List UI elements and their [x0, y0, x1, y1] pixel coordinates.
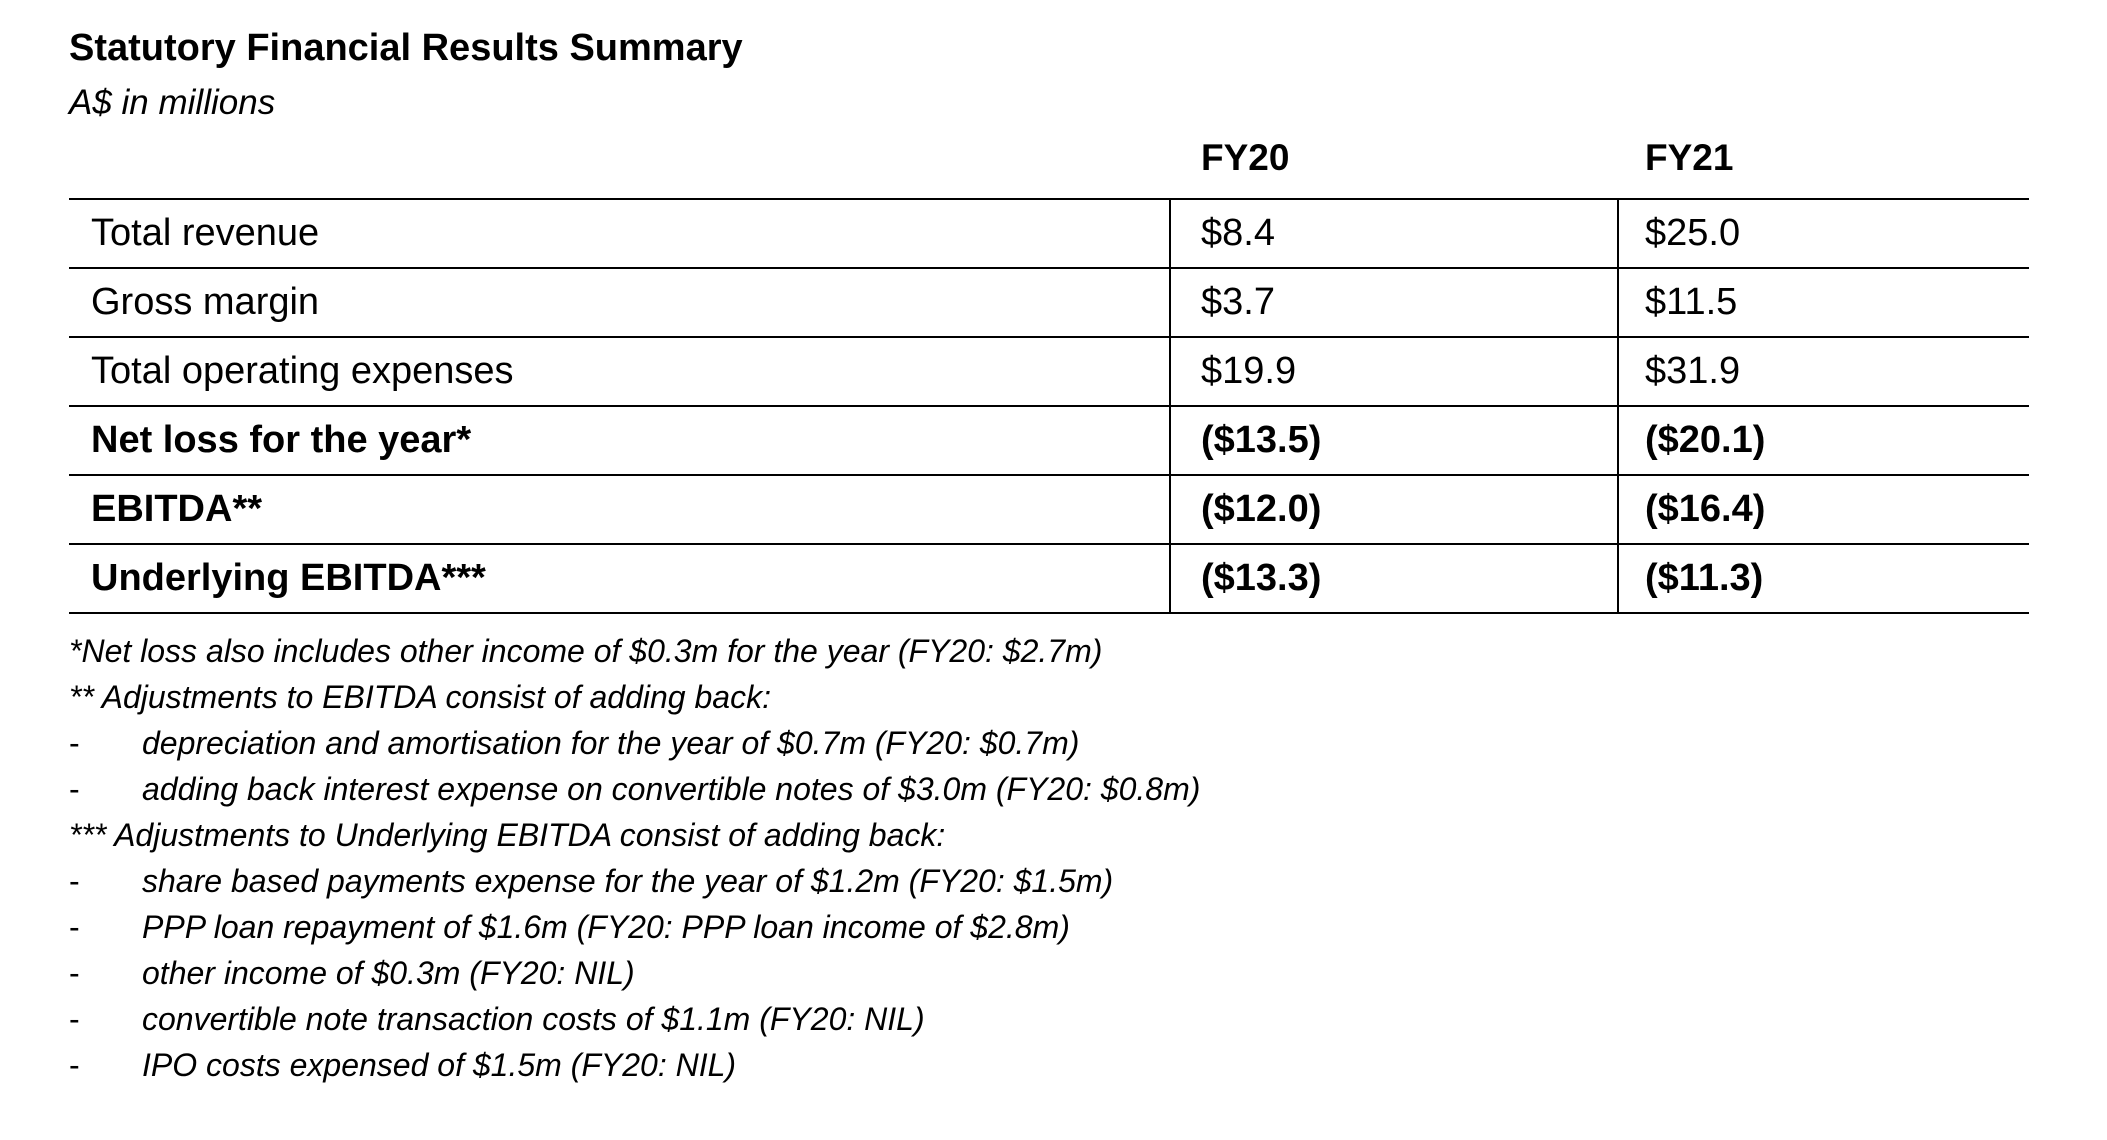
footnote-list-item: - IPO costs expensed of $1.5m (FY20: NIL…	[69, 1042, 2029, 1088]
fy21-value: ($16.4)	[1645, 488, 1766, 530]
fy20-value: $3.7	[1201, 281, 1275, 323]
column-divider	[1617, 407, 1619, 474]
dash-bullet: -	[69, 909, 80, 945]
footnote-item-text: adding back interest expense on converti…	[142, 771, 1201, 807]
dash-bullet: -	[69, 771, 80, 807]
table-row-gross-margin: Gross margin $3.7 $11.5	[69, 269, 2029, 338]
column-divider	[1617, 545, 1619, 612]
footnote-item-text: depreciation and amortisation for the ye…	[142, 725, 1080, 761]
column-divider	[1169, 545, 1171, 612]
row-label: Gross margin	[91, 281, 320, 323]
column-divider	[1169, 269, 1171, 336]
column-divider	[1617, 476, 1619, 543]
column-header-fy20: FY20	[1201, 137, 1290, 178]
page-subtitle: A$ in millions	[69, 83, 276, 122]
footnote-item-text: convertible note transaction costs of $1…	[142, 1001, 925, 1037]
fy20-value: ($12.0)	[1201, 488, 1322, 530]
fy20-value: ($13.3)	[1201, 557, 1322, 599]
column-divider	[1617, 269, 1619, 336]
fy21-value: $11.5	[1645, 281, 1738, 323]
footnote-net-loss: *Net loss also includes other income of …	[69, 633, 1103, 669]
fy21-value: ($11.3)	[1645, 557, 1764, 599]
footnote-item-text: PPP loan repayment of $1.6m (FY20: PPP l…	[142, 909, 1070, 945]
page-title: Statutory Financial Results Summary	[69, 27, 743, 69]
column-divider	[1617, 200, 1619, 267]
footnote-list-item: - share based payments expense for the y…	[69, 858, 2029, 904]
footnote-list-item: - depreciation and amortisation for the …	[69, 720, 2029, 766]
footnote-list-item: - convertible note transaction costs of …	[69, 996, 2029, 1042]
dash-bullet: -	[69, 725, 80, 761]
footnote-list-item: - adding back interest expense on conver…	[69, 766, 2029, 812]
column-divider	[1617, 338, 1619, 405]
table-row-ebitda: EBITDA** ($12.0) ($16.4)	[69, 476, 2029, 545]
table-row-underlying-ebitda: Underlying EBITDA*** ($13.3) ($11.3)	[69, 545, 2029, 614]
column-divider	[1169, 407, 1171, 474]
column-divider	[1169, 476, 1171, 543]
table-row-total-revenue: Total revenue $8.4 $25.0	[69, 200, 2029, 269]
footnote-list-item: - other income of $0.3m (FY20: NIL)	[69, 950, 2029, 996]
fy20-value: $19.9	[1201, 350, 1297, 392]
footnote-list-item: - PPP loan repayment of $1.6m (FY20: PPP…	[69, 904, 2029, 950]
row-label: Underlying EBITDA***	[91, 557, 486, 599]
footnote-underlying-heading: *** Adjustments to Underlying EBITDA con…	[69, 817, 946, 853]
fy20-value: $8.4	[1201, 212, 1275, 254]
fy20-value: ($13.5)	[1201, 419, 1322, 461]
footnote-ebitda-heading: ** Adjustments to EBITDA consist of addi…	[69, 679, 771, 715]
column-divider	[1169, 338, 1171, 405]
dash-bullet: -	[69, 1001, 80, 1037]
table-row-total-operating-expenses: Total operating expenses $19.9 $31.9	[69, 338, 2029, 407]
dash-bullet: -	[69, 1047, 80, 1083]
column-header-fy21: FY21	[1645, 137, 1734, 178]
dash-bullet: -	[69, 955, 80, 991]
fy21-value: $25.0	[1645, 212, 1741, 254]
row-label: Total operating expenses	[91, 350, 514, 392]
row-label: EBITDA**	[91, 488, 263, 530]
row-label: Net loss for the year*	[91, 419, 472, 461]
fy21-value: $31.9	[1645, 350, 1741, 392]
row-label: Total revenue	[91, 212, 320, 254]
table-row-net-loss: Net loss for the year* ($13.5) ($20.1)	[69, 407, 2029, 476]
financial-summary-table: Total revenue $8.4 $25.0 Gross margin $3…	[69, 198, 2029, 614]
dash-bullet: -	[69, 863, 80, 899]
column-divider	[1169, 200, 1171, 267]
fy21-value: ($20.1)	[1645, 419, 1766, 461]
footnote-item-text: other income of $0.3m (FY20: NIL)	[142, 955, 635, 991]
footnote-item-text: share based payments expense for the yea…	[142, 863, 1114, 899]
footnote-item-text: IPO costs expensed of $1.5m (FY20: NIL)	[142, 1047, 737, 1083]
footnotes: *Net loss also includes other income of …	[69, 628, 2029, 1088]
